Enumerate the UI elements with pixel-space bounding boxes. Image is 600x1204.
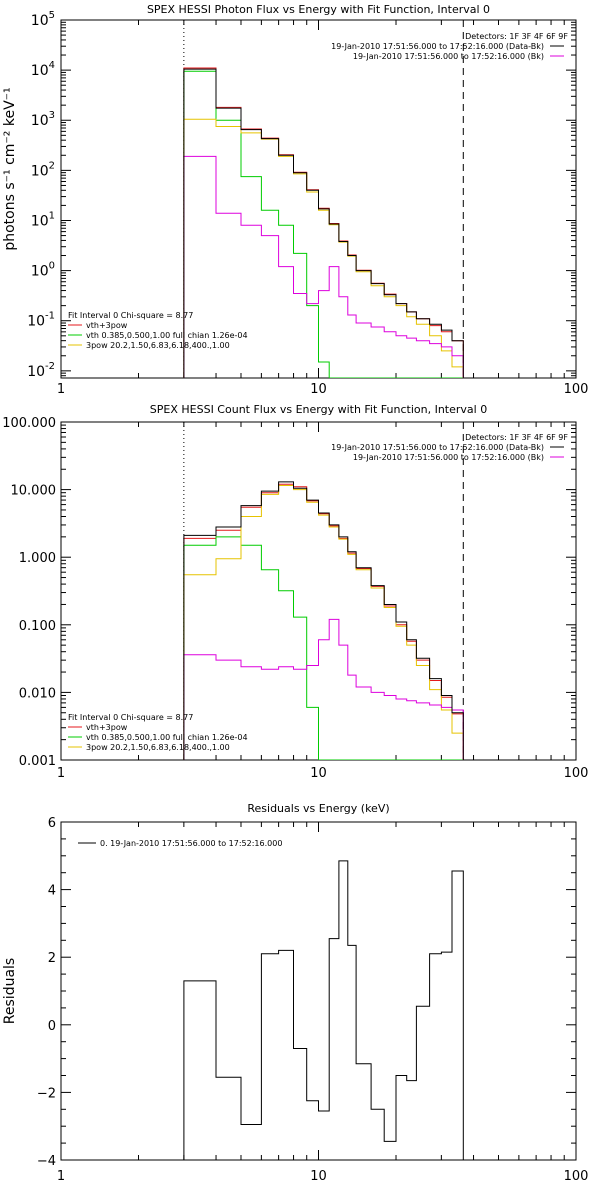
- series-group: [183, 67, 464, 378]
- y-tick-exponent: 1: [49, 210, 55, 221]
- residual-legend: 0. 19-Jan-2010 17:51:56.000 to 17:52:16.…: [78, 839, 282, 848]
- y-tick-exponent: 0: [49, 261, 55, 272]
- legend-entry-label: vth+3pow: [86, 723, 128, 732]
- y-tick-exponent: -2: [45, 361, 55, 372]
- legend-entry-label: 19-Jan-2010 17:51:56.000 to 17:52:16.000…: [353, 453, 544, 462]
- series-line-0: [183, 860, 464, 1160]
- y-tick-base: 10: [31, 213, 49, 229]
- y-tick-base: 10: [31, 63, 49, 79]
- y-tick-label: 104: [31, 60, 55, 79]
- legend-entry-label: 19-Jan-2010 17:51:56.000 to 17:52:16.000…: [331, 443, 544, 452]
- y-tick-label: 100: [31, 261, 55, 280]
- legend-entry-label: 0. 19-Jan-2010 17:51:56.000 to 17:52:16.…: [100, 839, 282, 848]
- x-axis: 1 10 100: [57, 20, 589, 397]
- fit-legend-header: Fit Interval 0 Chi-square = 8.77: [68, 311, 193, 320]
- y-tick-label: 4: [48, 884, 56, 899]
- legend-entry-label: 3pow 20.2,1.50,6.83,6.18,400.,1.00: [86, 743, 230, 752]
- y-tick-label: −2: [37, 1086, 56, 1101]
- y-tick-label: 105: [31, 10, 55, 29]
- y-tick-base: 10: [27, 364, 45, 380]
- x-tick-label: 10: [310, 1169, 327, 1184]
- series-line-4: [183, 618, 464, 760]
- x-tick-label: 100: [564, 766, 589, 781]
- legend-entry-label: 19-Jan-2010 17:51:56.000 to 17:52:16.000…: [331, 42, 544, 51]
- chart-title: Residuals vs Energy (keV): [247, 802, 389, 815]
- fit-legend-header: Fit Interval 0 Chi-square = 8.77: [68, 713, 193, 722]
- chart-panel-3: Residuals vs Energy (keV) 1 10 100 −4 −2 0 2 4 6 R…: [2, 802, 588, 1184]
- x-tick-label: 100: [564, 382, 589, 397]
- y-tick-label: 1.000: [19, 551, 56, 566]
- series-line-1: [183, 483, 464, 760]
- fit-legend: Fit Interval 0 Chi-square = 8.77vth+3pow…: [68, 713, 248, 752]
- y-tick-label: 0.100: [19, 619, 56, 634]
- legend-entry-label: 3pow 20.2,1.50,6.83,6.18,400.,1.00: [86, 341, 230, 350]
- y-tick-label: 103: [31, 110, 55, 129]
- x-tick-label: 1: [57, 1169, 65, 1184]
- y-axis: 0.001 0.010 0.100 1.000 10.000 100.000: [2, 416, 576, 769]
- x-axis: 1 10 100: [57, 422, 589, 781]
- detectors-label: Detectors: 1F 3F 4F 6F 9F: [465, 433, 568, 442]
- y-tick-label: 0.010: [19, 686, 56, 701]
- chart-panel-2: SPEX HESSI Count Flux vs Energy with Fit…: [2, 403, 588, 781]
- series-line-0: [183, 481, 464, 760]
- y-tick-label: 101: [31, 210, 55, 229]
- series-line-0: [183, 68, 464, 378]
- y-axis-label: Residuals: [2, 958, 18, 1024]
- y-tick-exponent: 3: [49, 110, 55, 121]
- x-tick-label: 100: [564, 1169, 589, 1184]
- y-tick-base: 10: [31, 113, 49, 129]
- y-tick-base: 10: [31, 163, 49, 179]
- x-tick-label: 1: [57, 382, 65, 397]
- y-tick-label: −4: [37, 1154, 56, 1169]
- y-tick-label: 0.001: [19, 754, 56, 769]
- y-tick-label: 6: [48, 816, 56, 831]
- y-tick-exponent: 2: [49, 160, 55, 171]
- series-group: [183, 481, 464, 760]
- y-tick-label: 2: [48, 951, 56, 966]
- legend-entry-label: vth 0.385,0.500,1.00 full chian 1.26e-04: [86, 331, 248, 340]
- y-tick-base: 10: [27, 314, 45, 330]
- y-tick-exponent: 5: [49, 10, 55, 21]
- chart-panel-1: SPEX HESSI Photon Flux vs Energy with Fi…: [2, 3, 588, 397]
- legend-entry-label: vth 0.385,0.500,1.00 full chian 1.26e-04: [86, 733, 248, 742]
- legend-entry-label: vth+3pow: [86, 321, 128, 330]
- x-tick-label: 10: [310, 382, 327, 397]
- x-axis: 1 10 100: [57, 822, 589, 1184]
- legend-entry-label: 19-Jan-2010 17:51:56.000 to 17:52:16.000…: [353, 52, 544, 61]
- y-tick-label: 10.000: [11, 484, 57, 499]
- series-line-4: [183, 155, 464, 378]
- y-tick-base: 10: [31, 13, 49, 29]
- y-tick-base: 10: [31, 264, 49, 280]
- y-tick-label: 102: [31, 160, 55, 179]
- detectors-label: Detectors: 1F 3F 4F 6F 9F: [465, 32, 568, 41]
- y-tick-exponent: 4: [49, 60, 55, 71]
- y-tick-label: 10-2: [27, 361, 55, 380]
- chart-title: SPEX HESSI Count Flux vs Energy with Fit…: [150, 403, 487, 416]
- fit-legend: Fit Interval 0 Chi-square = 8.77vth+3pow…: [68, 311, 248, 350]
- y-tick-exponent: -1: [45, 311, 55, 322]
- x-tick-label: 10: [310, 766, 327, 781]
- x-tick-label: 1: [57, 766, 65, 781]
- series-group: [183, 860, 464, 1160]
- series-line-2: [183, 70, 464, 378]
- y-tick-label: 0: [48, 1019, 56, 1034]
- y-tick-label: 10-1: [27, 311, 55, 330]
- y-axis-label: photons s⁻¹ cm⁻² keV⁻¹: [2, 87, 18, 250]
- y-axis: −4 −2 0 2 4 6: [37, 816, 576, 1169]
- y-tick-label: 100.000: [2, 416, 56, 431]
- chart-title: SPEX HESSI Photon Flux vs Energy with Fi…: [147, 3, 490, 16]
- series-line-2: [183, 536, 464, 760]
